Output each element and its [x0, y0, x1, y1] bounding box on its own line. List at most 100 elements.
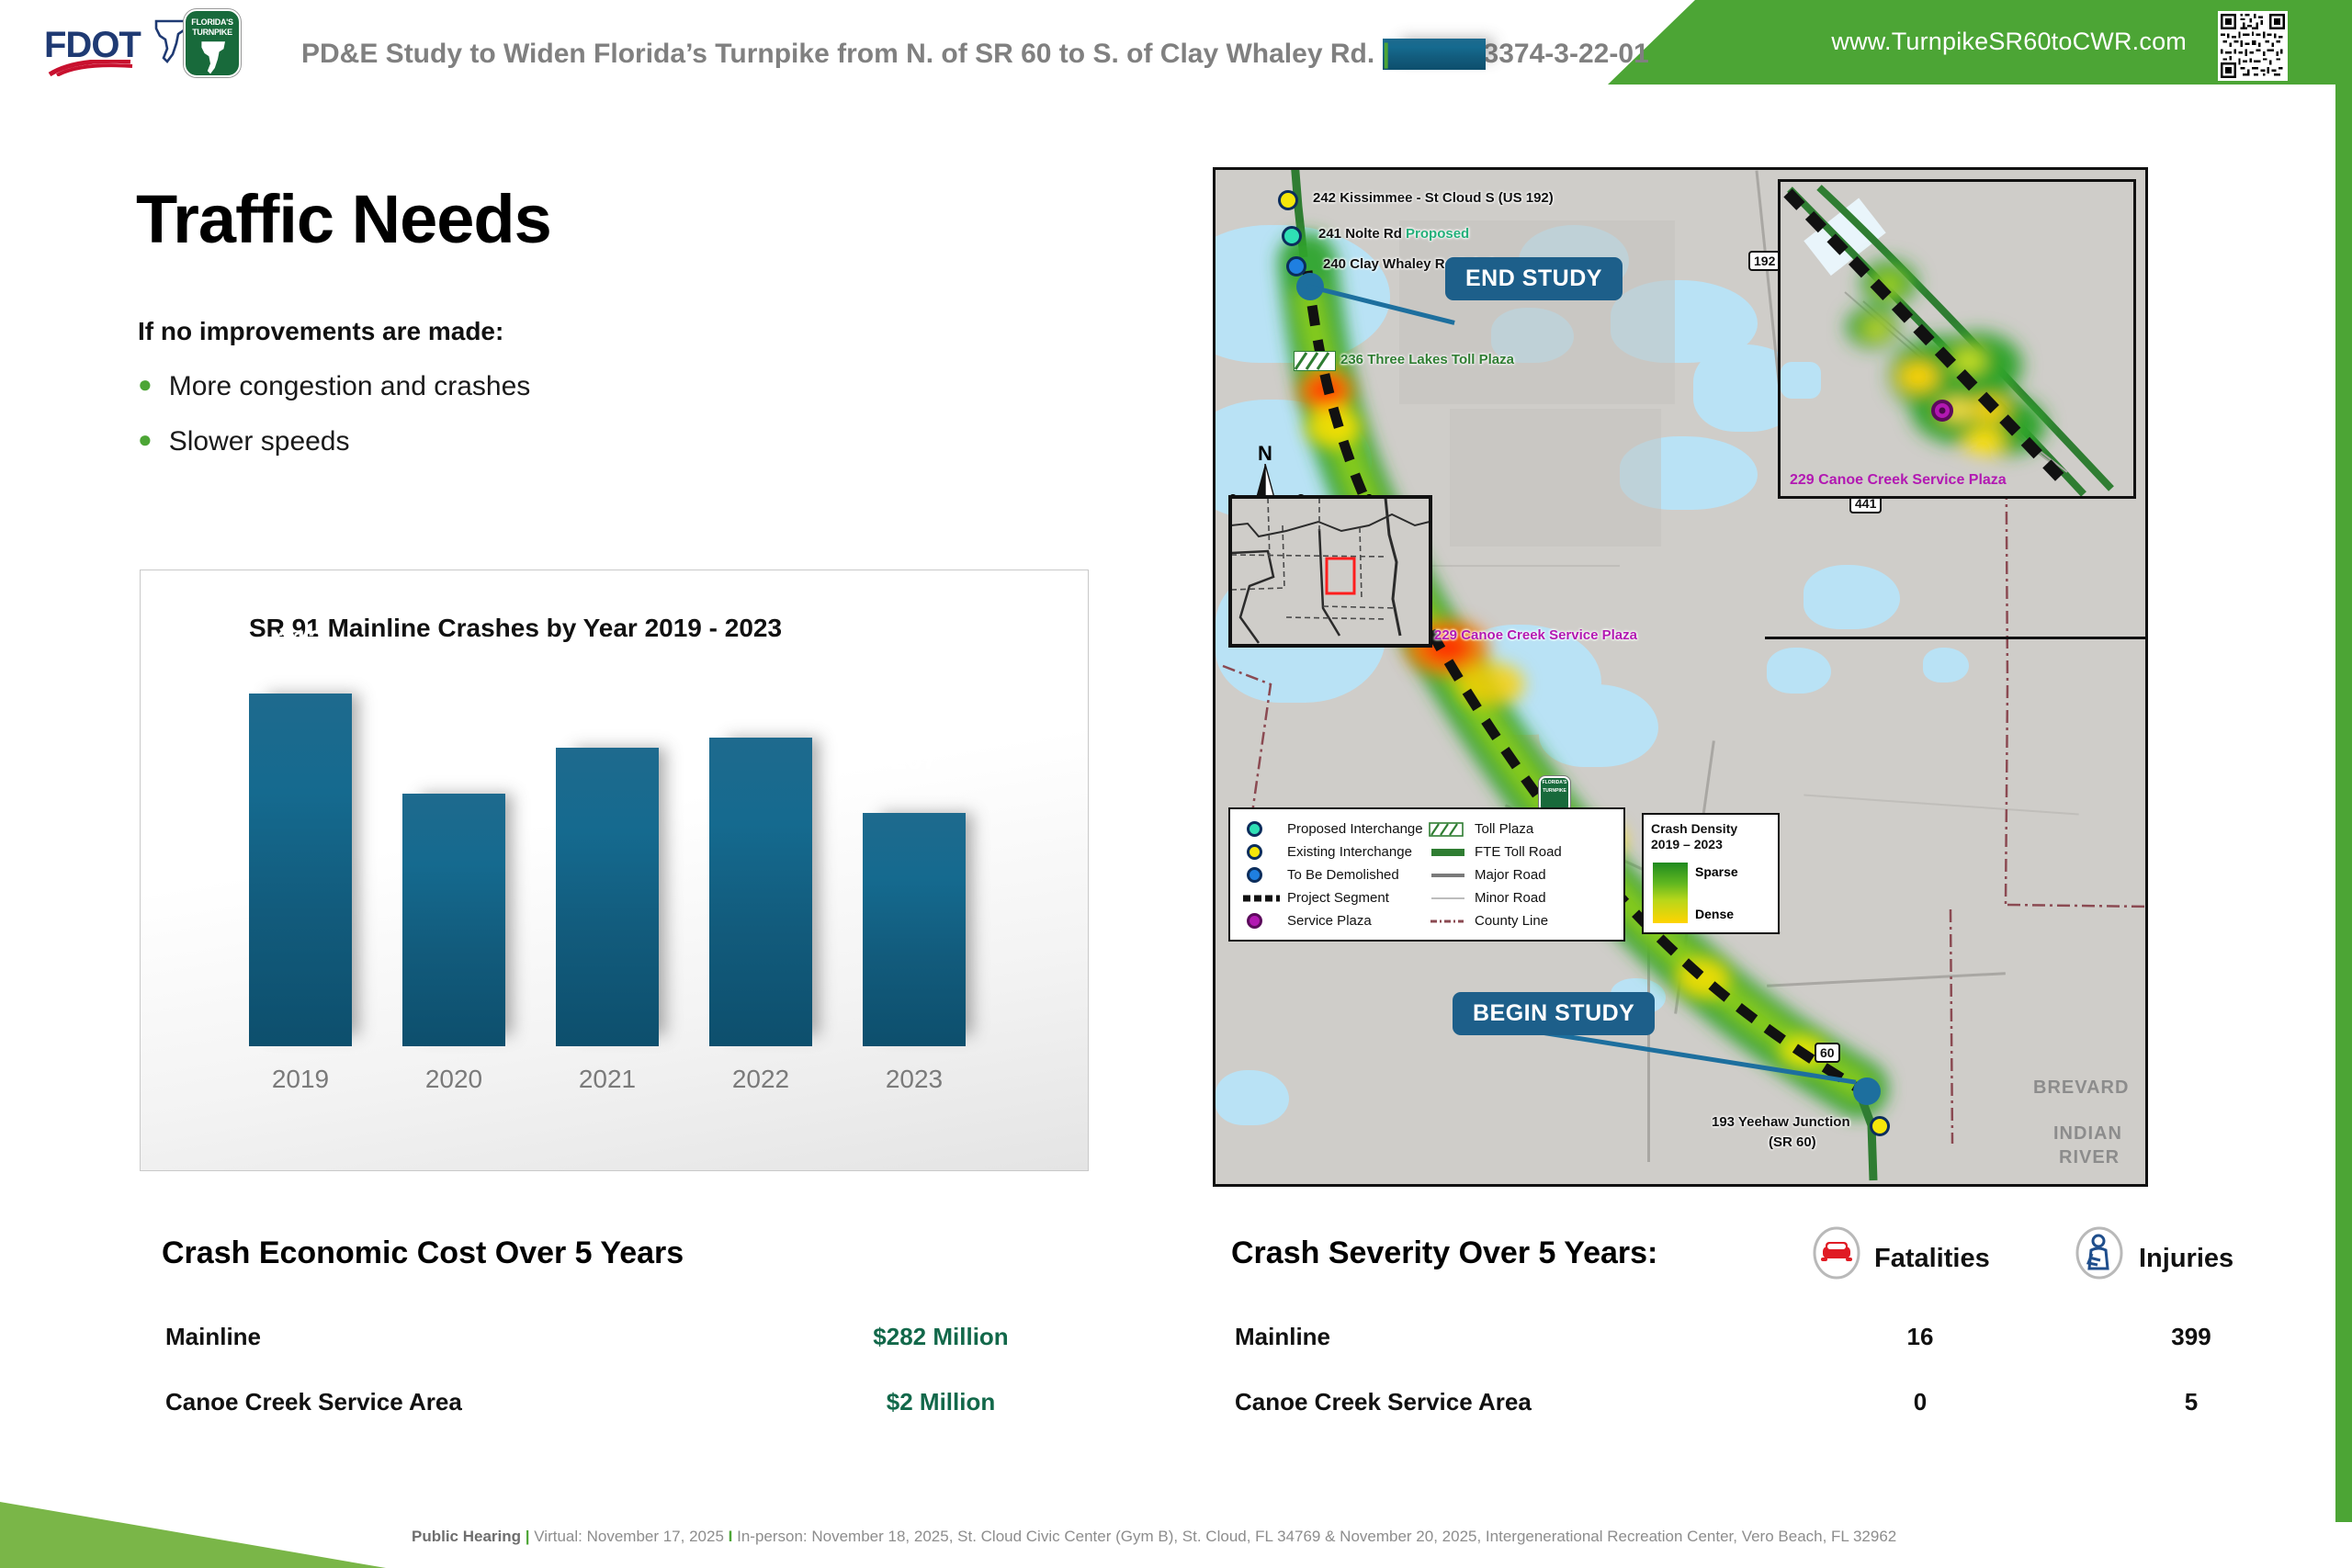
legend-item: Existing Interchange — [1241, 840, 1423, 863]
legend-item: County Line — [1429, 909, 1562, 932]
fdot-swoosh-icon — [48, 60, 133, 76]
locator-inset-map[interactable] — [1228, 495, 1432, 648]
density-dense-label: Dense — [1695, 907, 1735, 921]
bar — [556, 748, 659, 1046]
county-label-indian-2: RIVER — [2059, 1147, 2120, 1168]
legend-item: Service Plaza — [1241, 909, 1423, 932]
yeehaw-label-line2: (SR 60) — [1769, 1134, 1816, 1150]
minor-road-icon — [1429, 897, 1471, 899]
route-shield-60: 60 — [1815, 1043, 1840, 1063]
begin-study-anchor — [1853, 1077, 1881, 1105]
bar — [402, 794, 505, 1046]
density-title-line2: 2019 – 2023 — [1651, 836, 1723, 852]
crashes-bar-chart: SR 91 Mainline Crashes by Year 2019 - 20… — [140, 570, 1089, 1171]
legend-label: To Be Demolished — [1287, 867, 1399, 883]
fte-toll-road-icon — [1429, 848, 1471, 856]
legend-label: Major Road — [1475, 867, 1546, 883]
crash-density-map[interactable]: 242 Kissimmee - St Cloud S (US 192) 241 … — [1213, 167, 2148, 1187]
legend-item: FTE Toll Road — [1429, 840, 1562, 863]
shield-line1: FLORIDA'S — [1542, 780, 1567, 785]
cost-row-label: Canoe Creek Service Area — [165, 1388, 462, 1416]
interchange-label-242: 242 Kissimmee - St Cloud S (US 192) — [1313, 190, 1554, 206]
route-shield-192: 192 — [1748, 251, 1781, 271]
bar — [863, 813, 966, 1046]
legend-column-right: Toll Plaza FTE Toll Road Major Road Mino… — [1429, 818, 1562, 932]
injured-person-icon — [2075, 1226, 2123, 1280]
page-title: Traffic Needs — [136, 181, 552, 257]
legend-label: FTE Toll Road — [1475, 844, 1562, 860]
water-body — [1923, 648, 1969, 682]
county-label-brevard: BREVARD — [2033, 1077, 2130, 1098]
legend-label: Project Segment — [1287, 890, 1389, 906]
legend-item: Toll Plaza — [1429, 818, 1562, 840]
legend-item: To Be Demolished — [1241, 863, 1423, 886]
existing-interchange-icon — [1241, 844, 1283, 860]
severity-col-fatalities: Fatalities — [1874, 1244, 1990, 1273]
x-axis-tick-label: 2021 — [578, 1065, 637, 1093]
density-title-line1: Crash Density — [1651, 821, 1738, 836]
to-be-demolished-marker[interactable] — [1286, 256, 1306, 276]
interchange-number: 241 — [1318, 226, 1342, 242]
bar-value-label: 264 — [583, 680, 631, 710]
x-axis-tick-label: 2022 — [731, 1065, 790, 1093]
interchange-name: Kissimmee - St Cloud S (US 192) — [1340, 190, 1554, 206]
turnpike-shield-line1: FLORIDA'S — [191, 17, 233, 27]
water-body — [1804, 565, 1900, 629]
page-header: www.TurnpikeSR60toCWR.com — [0, 0, 2352, 85]
inset-map-label: 229 Canoe Creek Service Plaza — [1790, 472, 2007, 488]
bullet-text: Slower speeds — [168, 426, 350, 457]
list-item: ● Slower speeds — [138, 425, 350, 457]
service-plaza-label: 229 Canoe Creek Service Plaza — [1434, 627, 1637, 643]
footer-green-triangle — [0, 1502, 386, 1568]
bar-value-label: 273 — [737, 670, 785, 700]
interchange-number: 242 — [1313, 190, 1337, 206]
existing-interchange-marker[interactable] — [1278, 190, 1298, 210]
minor-road — [1399, 565, 1620, 567]
footer-label: Public Hearing — [412, 1528, 522, 1545]
legend-item: Minor Road — [1429, 886, 1562, 909]
canoe-creek-inset-map[interactable]: 229 Canoe Creek Service Plaza — [1778, 179, 2136, 499]
severity-row-injuries: 399 — [2171, 1323, 2211, 1350]
qr-code-icon[interactable] — [2218, 11, 2288, 81]
legend-label: Proposed Interchange — [1287, 821, 1423, 837]
florida-turnpike-shield-icon: FLORIDA'S TURNPIKE — [184, 9, 241, 77]
yeehaw-junction-marker[interactable] — [1870, 1116, 1890, 1136]
car-front-icon — [1813, 1226, 1860, 1280]
project-segment-icon — [1241, 894, 1283, 903]
legend-label: Service Plaza — [1287, 913, 1372, 929]
cost-row-value: $2 Million — [886, 1388, 996, 1416]
severity-row-label: Canoe Creek Service Area — [1235, 1388, 1532, 1416]
bar-value-label: 312 — [277, 626, 324, 656]
county-label-indian-1: INDIAN — [2053, 1123, 2122, 1144]
chart-title: SR 91 Mainline Crashes by Year 2019 - 20… — [249, 614, 783, 642]
legend-label: County Line — [1475, 913, 1549, 929]
severity-col-injuries: Injuries — [2139, 1244, 2234, 1273]
water-body — [1539, 684, 1658, 767]
bar-value-label: 207 — [890, 745, 938, 775]
fdot-wordmark: FDOT — [44, 25, 141, 65]
interchange-name: Clay Whaley Rd — [1350, 256, 1453, 272]
north-label: N — [1258, 442, 1272, 465]
bar — [249, 694, 352, 1046]
header-website-url[interactable]: www.TurnpikeSR60toCWR.com — [1831, 28, 2187, 55]
bullet-text: More congestion and crashes — [168, 371, 531, 401]
bullet-dot-icon: ● — [138, 370, 153, 398]
footer-virtual-date: Virtual: November 17, 2025 — [534, 1528, 724, 1545]
bar — [709, 738, 812, 1046]
severity-row-fatalities: 0 — [1913, 1388, 1928, 1416]
x-axis-tick-label: 2019 — [271, 1065, 330, 1093]
header-study-title: PD&E Study to Widen Florida’s Turnpike f… — [301, 39, 1649, 70]
urban-area — [1450, 409, 1661, 547]
footer-text: Public Hearing | Virtual: November 17, 2… — [412, 1528, 1896, 1546]
density-sparse-label: Sparse — [1695, 864, 1738, 879]
interchange-name: Nolte Rd — [1345, 226, 1402, 242]
severity-row-injuries: 5 — [2184, 1388, 2199, 1416]
county-line-icon — [1429, 917, 1471, 926]
end-study-callout: END STUDY — [1445, 257, 1623, 300]
begin-study-callout: BEGIN STUDY — [1453, 992, 1656, 1035]
proposed-interchange-marker[interactable] — [1282, 226, 1302, 246]
bullet-dot-icon: ● — [138, 425, 153, 453]
major-road-icon — [1429, 873, 1471, 877]
legend-item: Proposed Interchange — [1241, 818, 1423, 840]
legend-item: Project Segment — [1241, 886, 1423, 909]
